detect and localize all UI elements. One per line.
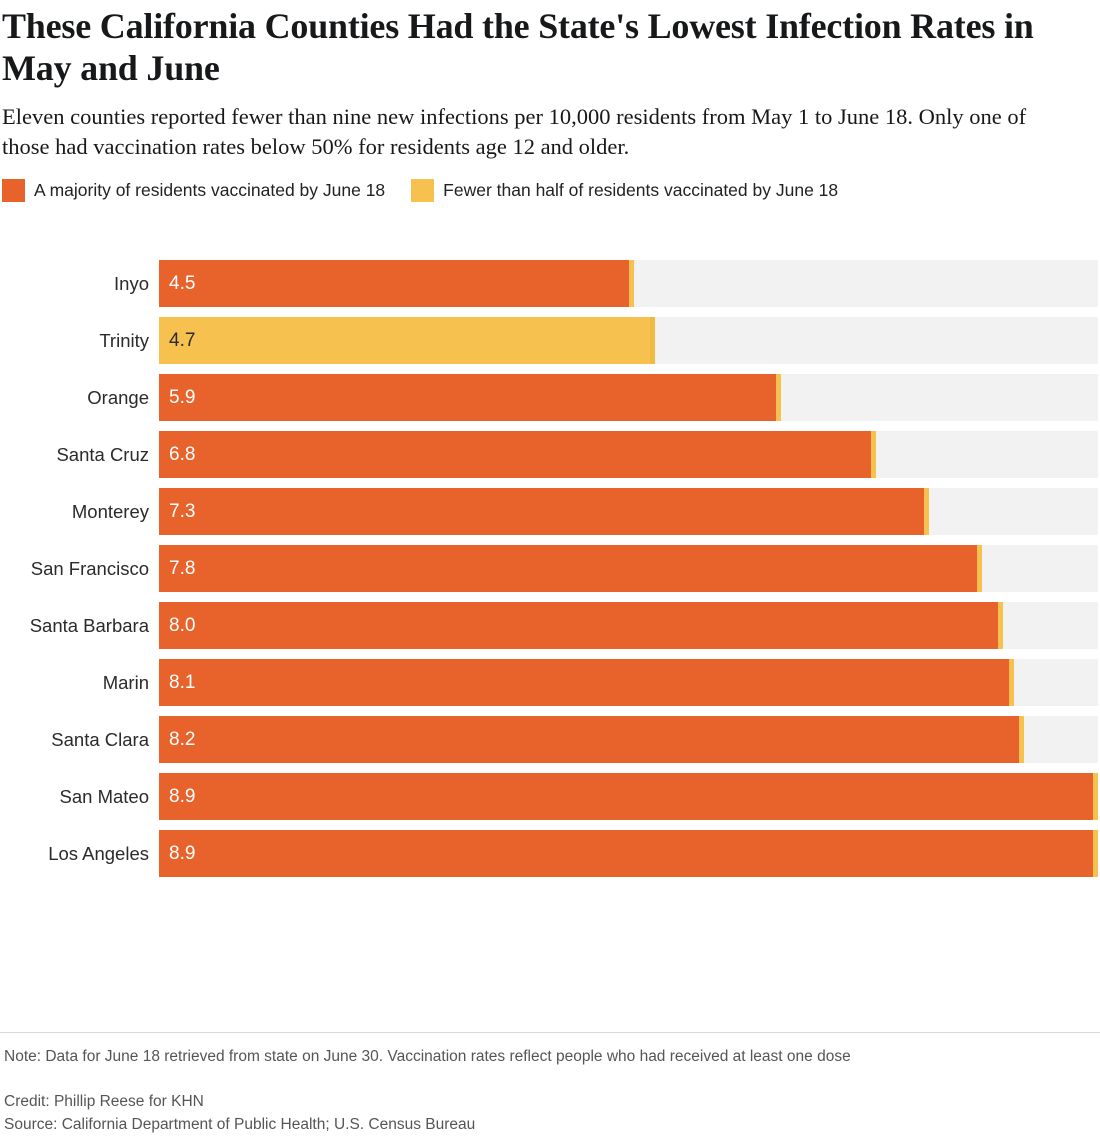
bar-value-label: 4.7 bbox=[169, 329, 196, 351]
bar-category-label: San Francisco bbox=[30, 557, 149, 579]
bar-category-label: Monterey bbox=[71, 500, 149, 522]
bar-row[interactable]: Orange 5.9 bbox=[0, 373, 1100, 421]
bar-row[interactable]: Marin 8.1 bbox=[0, 658, 1100, 706]
bar-track: 8.9 bbox=[159, 829, 1098, 877]
bar-track: 5.9 bbox=[159, 373, 1098, 421]
bar-category-label: Orange bbox=[87, 386, 149, 408]
page-subtitle: Eleven counties reported fewer than nine… bbox=[2, 103, 1027, 159]
bar-row[interactable]: San Mateo 8.9 bbox=[0, 772, 1100, 820]
legend-swatch-majority bbox=[2, 179, 25, 203]
bar-track: 6.8 bbox=[159, 430, 1098, 478]
footer-divider bbox=[0, 1031, 1100, 1033]
footer-note: Note: Data for June 18 retrieved from st… bbox=[4, 1047, 851, 1065]
bar-chart: Cases per 10,000 Residents Inyo4.5Trinit… bbox=[0, 259, 1100, 877]
page-title: These California Counties Had the State'… bbox=[2, 6, 1034, 88]
bar-track: 8.2 bbox=[159, 715, 1098, 763]
bar-category-label: Santa Barbara bbox=[29, 614, 149, 636]
bar-category-label: Santa Clara bbox=[51, 728, 149, 750]
chart-legend: A majority of residents vaccinated by Ju… bbox=[0, 162, 1100, 204]
footer-source: Source: California Department of Public … bbox=[4, 1115, 476, 1133]
bar-value-label: 7.3 bbox=[169, 500, 196, 522]
bar-track: 8.0 bbox=[159, 601, 1098, 649]
bar-track: 4.5 bbox=[159, 259, 1098, 307]
bar-value-label: 6.8 bbox=[169, 443, 196, 465]
bar-value-label: 5.9 bbox=[169, 386, 196, 408]
bar-track: 4.7 bbox=[159, 316, 1098, 364]
legend-item-majority[interactable]: A majority of residents vaccinated by Ju… bbox=[2, 179, 386, 203]
bar-row[interactable]: Monterey 7.3 bbox=[0, 487, 1100, 535]
bar-value-label: 7.8 bbox=[169, 557, 196, 579]
legend-item-minority[interactable]: Fewer than half of residents vaccinated … bbox=[411, 179, 839, 203]
chart-footer: Note: Data for June 18 retrieved from st… bbox=[0, 1031, 1100, 1142]
bar-row[interactable]: Santa Clara 8.2 bbox=[0, 715, 1100, 763]
bar-row[interactable]: Santa Barbara 8.0 bbox=[0, 601, 1100, 649]
bar-value-label: 8.0 bbox=[169, 614, 196, 636]
bar[interactable]: 5.9 bbox=[159, 373, 782, 421]
bar-track: 8.1 bbox=[159, 658, 1098, 706]
bar-category-label: Los Angeles bbox=[48, 842, 149, 864]
bar[interactable]: 4.5 bbox=[159, 259, 634, 307]
footer-credit: Credit: Phillip Reese for KHN bbox=[4, 1093, 204, 1111]
bar-value-label: 8.9 bbox=[169, 842, 196, 864]
bar-category-label: San Mateo bbox=[59, 785, 149, 807]
bar[interactable]: 4.7 bbox=[159, 316, 655, 364]
legend-swatch-minority bbox=[411, 179, 435, 203]
bar[interactable]: 7.8 bbox=[159, 544, 982, 592]
bar-value-label: 8.1 bbox=[169, 671, 196, 693]
bar-row[interactable]: Santa Cruz 6.8 bbox=[0, 430, 1100, 478]
bar-row[interactable]: Los Angeles 8.9 bbox=[0, 829, 1100, 877]
bar-track: 7.3 bbox=[159, 487, 1098, 535]
bar-track: 7.8 bbox=[159, 544, 1098, 592]
bar-category-label: Inyo bbox=[114, 272, 149, 294]
bar[interactable]: 8.1 bbox=[159, 658, 1014, 706]
bar[interactable]: 8.0 bbox=[159, 601, 1004, 649]
bar-value-label: 8.2 bbox=[169, 728, 196, 750]
bar[interactable]: 8.2 bbox=[159, 715, 1025, 763]
bar[interactable]: 8.9 bbox=[159, 829, 1098, 877]
bar[interactable]: 7.3 bbox=[159, 487, 930, 535]
bar-row[interactable]: San Francisco 7.8 bbox=[0, 544, 1100, 592]
bar[interactable]: 8.9 bbox=[159, 772, 1098, 820]
bar-value-label: 8.9 bbox=[169, 785, 196, 807]
legend-label-minority: Fewer than half of residents vaccinated … bbox=[443, 180, 839, 201]
bar-row[interactable]: Inyo 4.5 bbox=[0, 259, 1100, 307]
bar-row[interactable]: Trinity 4.7 bbox=[0, 316, 1100, 364]
legend-label-majority: A majority of residents vaccinated by Ju… bbox=[34, 180, 386, 201]
bar-value-label: 4.5 bbox=[169, 272, 196, 294]
bar-category-label: Santa Cruz bbox=[56, 443, 149, 465]
bar-category-label: Marin bbox=[102, 671, 149, 693]
bar-rows: Inyo 4.5 Trinity 4.7 Orange 5.9 Santa Cruz 6.8 M… bbox=[0, 259, 1100, 877]
bar-track: 8.9 bbox=[159, 772, 1098, 820]
bar[interactable]: 6.8 bbox=[159, 430, 877, 478]
bar-category-label: Trinity bbox=[99, 329, 149, 351]
